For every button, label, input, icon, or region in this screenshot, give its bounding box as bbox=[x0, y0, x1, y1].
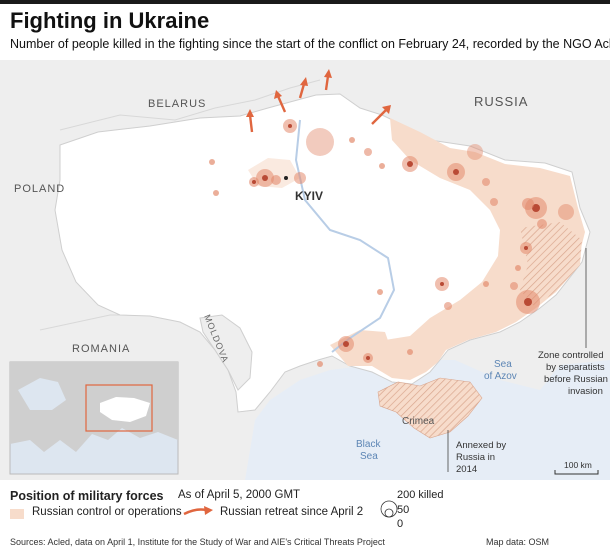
legend: Position of military forces As of April … bbox=[0, 480, 610, 554]
separatist-note-2: by separatists bbox=[546, 362, 605, 373]
locator-inset bbox=[9, 361, 179, 475]
casualty-bubble bbox=[467, 144, 483, 160]
casualty-bubble bbox=[444, 302, 452, 310]
casualty-bubble bbox=[294, 172, 306, 184]
legend-as-of: As of April 5, 2000 GMT bbox=[178, 489, 301, 501]
ukraine-map: BELARUS RUSSIA POLAND ROMANIA MOLDOVA KY… bbox=[0, 60, 610, 480]
bubble-size-key bbox=[380, 500, 398, 518]
russian-control-swatch bbox=[10, 509, 24, 519]
russian-control-area bbox=[368, 118, 585, 380]
casualty-bubble bbox=[537, 219, 547, 229]
casualty-bubble bbox=[483, 281, 489, 287]
casualty-bubble bbox=[213, 190, 219, 196]
label-sea-of-azov-1: Sea bbox=[494, 359, 512, 370]
casualty-bubble bbox=[515, 265, 521, 271]
page-title: Fighting in Ukraine bbox=[10, 8, 210, 33]
retreat-arrow bbox=[248, 114, 254, 133]
label-black-sea-1: Black bbox=[356, 439, 381, 450]
casualty-bubble bbox=[209, 159, 215, 165]
casualty-bubble bbox=[510, 282, 518, 290]
label-black-sea-2: Sea bbox=[360, 451, 378, 462]
inset-ukraine bbox=[100, 397, 150, 422]
casualty-bubble bbox=[490, 198, 498, 206]
casualty-bubble bbox=[522, 198, 534, 210]
sources-note: Sources: Acled, data on April 1, Institu… bbox=[10, 537, 385, 547]
legend-killed-200: 200 killed bbox=[397, 489, 444, 501]
annexed-note-3: 2014 bbox=[456, 464, 477, 475]
label-sea-of-azov-2: of Azov bbox=[484, 371, 517, 382]
casualty-bubble bbox=[482, 178, 490, 186]
retreat-arrow bbox=[324, 75, 330, 91]
kyiv-marker bbox=[284, 176, 288, 180]
separatist-zone bbox=[520, 222, 582, 306]
separatist-note-1: Zone controlled bbox=[538, 350, 603, 361]
retreat-arrow bbox=[276, 95, 287, 113]
page-subtitle: Number of people killed in the fighting … bbox=[10, 37, 610, 51]
crimea-peninsula bbox=[377, 377, 483, 439]
casualty-bubble bbox=[271, 175, 281, 185]
casualty-bubble bbox=[317, 361, 323, 367]
label-russia: RUSSIA bbox=[474, 94, 528, 109]
border-belarus bbox=[59, 79, 321, 131]
scale-bar bbox=[554, 470, 599, 475]
legend-killed-50: 50 bbox=[397, 504, 410, 516]
moldova-territory bbox=[199, 314, 253, 391]
scale-label: 100 km bbox=[564, 460, 592, 470]
retreat-arrow-icon bbox=[183, 506, 213, 516]
label-crimea: Crimea bbox=[402, 416, 435, 427]
casualty-bubble bbox=[349, 137, 355, 143]
casualty-bubble bbox=[407, 349, 413, 355]
retreat-arrow bbox=[371, 109, 387, 125]
label-kyiv: KYIV bbox=[295, 189, 323, 203]
casualty-bubble bbox=[379, 163, 385, 169]
annexed-note-1: Annexed by bbox=[456, 440, 506, 451]
casualty-bubble bbox=[377, 289, 383, 295]
top-rule bbox=[0, 0, 610, 4]
retreat-arrows bbox=[246, 69, 391, 133]
inset-frame bbox=[85, 384, 153, 432]
legend-title: Position of military forces bbox=[10, 489, 164, 503]
label-romania: ROMANIA bbox=[72, 343, 130, 355]
casualty-bubble bbox=[306, 128, 334, 156]
separatist-note-4: invasion bbox=[568, 386, 603, 397]
casualty-bubble bbox=[364, 148, 372, 156]
legend-killed-0: 0 bbox=[397, 518, 404, 530]
annexed-note-2: Russia in bbox=[456, 452, 495, 463]
legend-russian-control: Russian control or operations bbox=[32, 506, 182, 518]
casualty-bubble bbox=[558, 204, 574, 220]
casualty-bubbles bbox=[209, 119, 574, 367]
label-poland: POLAND bbox=[14, 183, 65, 195]
label-belarus: BELARUS bbox=[148, 98, 206, 110]
retreat-arrow bbox=[298, 83, 306, 99]
map-data-note: Map data: OSM bbox=[486, 537, 550, 547]
legend-russian-retreat: Russian retreat since April 2 bbox=[220, 506, 364, 518]
separatist-note-3: before Russian bbox=[544, 374, 608, 385]
